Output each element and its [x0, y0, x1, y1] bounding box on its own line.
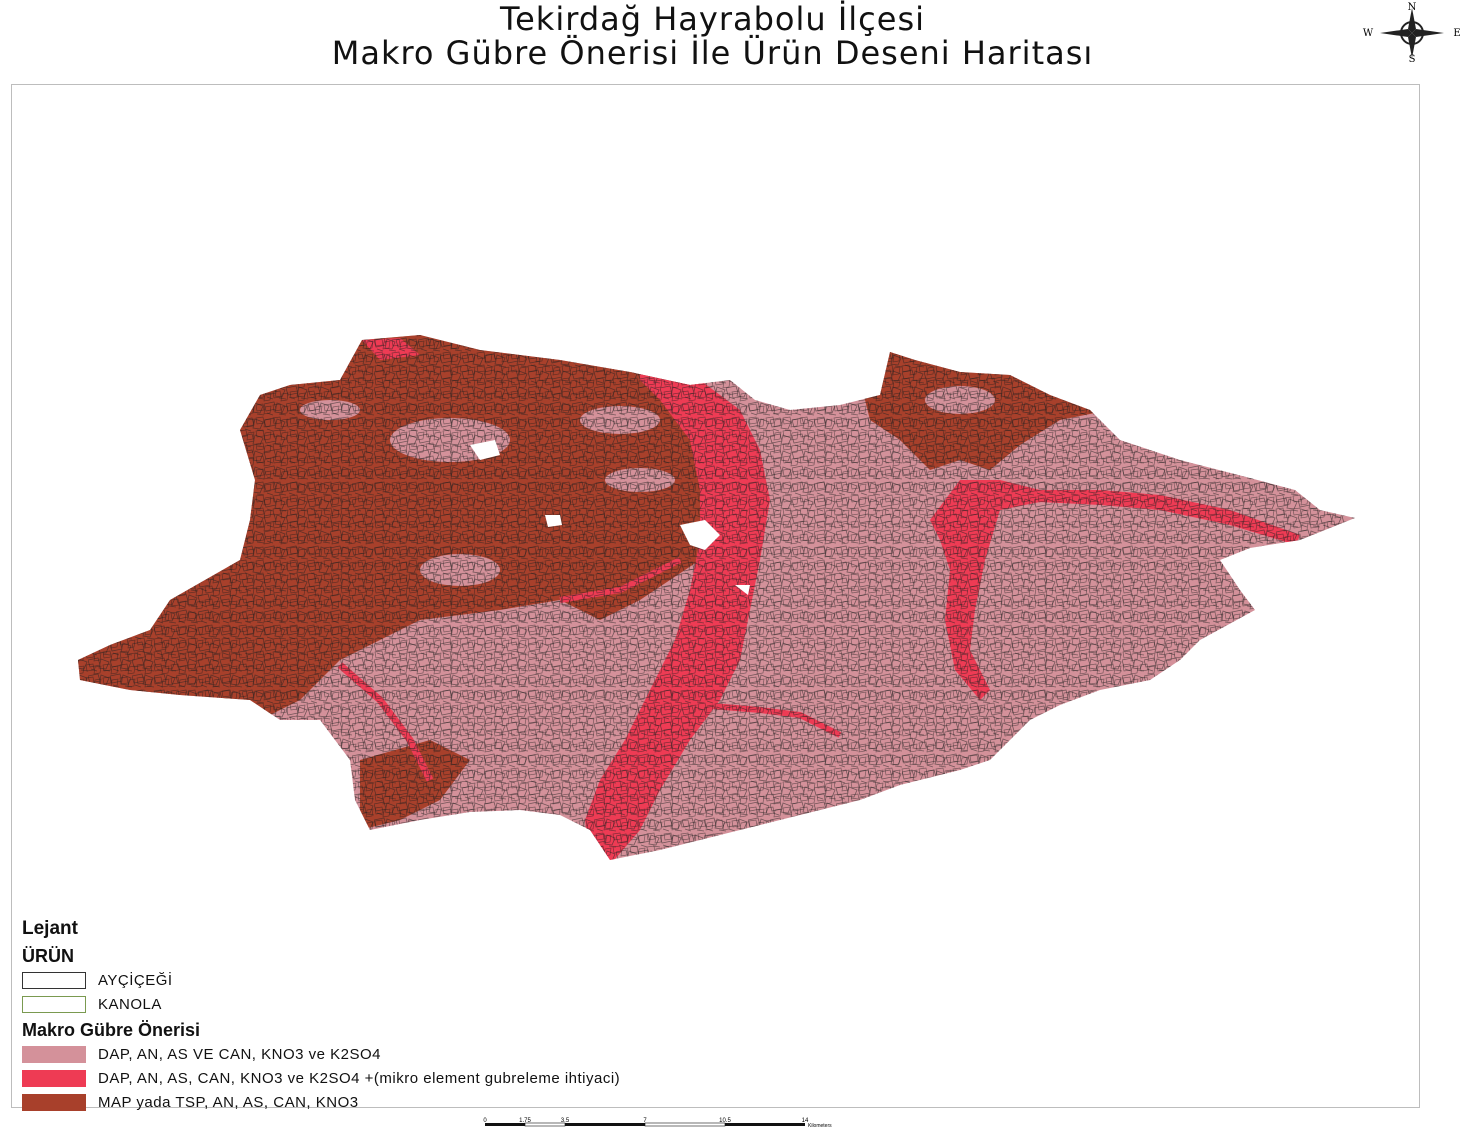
scale-tick-1: 1.75	[519, 1118, 531, 1124]
map-title-line-1: Tekirdağ Hayrabolu İlçesi	[500, 0, 925, 38]
legend-swatch-fert-2	[22, 1069, 86, 1087]
legend-label: DAP, AN, AS VE CAN, KNO3 ve K2SO4	[98, 1045, 382, 1063]
legend-swatch-kanola	[22, 995, 86, 1013]
legend: Lejant ÜRÜN AYÇİÇEĞİ KANOLA Makro Gübre …	[22, 918, 922, 1114]
legend-label: KANOLA	[98, 995, 162, 1013]
compass-n: N	[1408, 2, 1417, 13]
north-arrow-icon: N S W E	[1363, 2, 1461, 64]
legend-fertilizer-section: Makro Gübre Önerisi	[22, 1020, 201, 1040]
scale-tick-3: 7	[643, 1118, 647, 1124]
district-fertilizer-zones	[78, 335, 1355, 860]
scale-tick-4: 10.5	[719, 1118, 731, 1124]
scale-tick-5: 14	[802, 1118, 809, 1124]
compass-w: W	[1363, 28, 1374, 39]
legend-label: AYÇİÇEĞİ	[98, 971, 173, 989]
legend-swatch-aycicegi	[22, 971, 86, 989]
scale-tick-2: 3.5	[561, 1118, 570, 1124]
legend-item-aycicegi: AYÇİÇEĞİ	[22, 968, 922, 992]
legend-item-fert-3: MAP yada TSP, AN, AS, CAN, KNO3	[22, 1090, 922, 1114]
map-frame	[11, 84, 1420, 1108]
scale-bar: 0 1.75 3.5 7 10.5 14 Kilometers	[483, 1118, 832, 1128]
legend-item-fert-1: DAP, AN, AS VE CAN, KNO3 ve K2SO4	[22, 1042, 922, 1066]
legend-title: Lejant	[22, 918, 78, 939]
legend-swatch-fert-3	[22, 1093, 86, 1111]
compass-e: E	[1453, 28, 1460, 39]
compass-s: S	[1409, 54, 1416, 64]
legend-item-fert-2: DAP, AN, AS, CAN, KNO3 ve K2SO4 +(mikro …	[22, 1066, 922, 1090]
legend-swatch-fert-1	[22, 1045, 86, 1063]
scale-unit: Kilometers	[808, 1123, 832, 1128]
legend-item-kanola: KANOLA	[22, 992, 922, 1016]
legend-label: MAP yada TSP, AN, AS, CAN, KNO3	[98, 1093, 359, 1111]
scale-tick-0: 0	[483, 1118, 487, 1124]
legend-label: DAP, AN, AS, CAN, KNO3 ve K2SO4 +(mikro …	[98, 1069, 621, 1087]
map-title-line-2: Makro Gübre Önerisi İle Ürün Deseni Hari…	[331, 34, 1094, 72]
legend-crop-section: ÜRÜN	[22, 946, 74, 966]
